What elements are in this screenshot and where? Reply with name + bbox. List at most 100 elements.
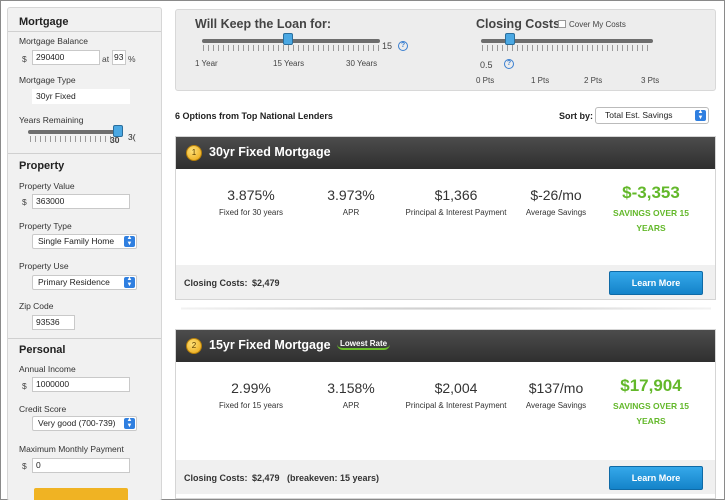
section-title-mortgage: Mortgage — [19, 16, 69, 28]
chevron-updown-icon: ▲ ▼ — [695, 109, 706, 121]
slider-ticks — [30, 136, 118, 142]
zip-code-label: Zip Code — [19, 301, 54, 311]
loan-percent-input[interactable]: 93 — [112, 50, 126, 65]
annual-income-label: Annual Income — [19, 364, 76, 374]
update-button[interactable] — [34, 488, 128, 500]
slider-ticks — [203, 45, 379, 51]
sort-label: Sort by: — [559, 111, 594, 121]
property-value-input[interactable]: 363000 — [32, 194, 130, 209]
years-remaining-input[interactable]: 3( — [128, 132, 136, 142]
closing-costs-slider-track[interactable] — [481, 39, 653, 43]
property-type-value: Single Family Home — [38, 236, 115, 246]
section-title-property: Property — [19, 160, 65, 172]
keep-loan-slider-handle[interactable] — [282, 33, 293, 45]
learn-more-button[interactable]: Learn More — [609, 466, 703, 490]
rank-badge-icon: 2 — [186, 338, 202, 354]
years-remaining-label: Years Remaining — [19, 115, 84, 125]
cover-costs-label: Cover My Costs — [569, 20, 626, 29]
interest-rate-label: Fixed for 15 years — [218, 401, 284, 410]
total-savings: $-3,353 — [622, 183, 680, 202]
property-type-select[interactable]: Single Family Home ▲ ▼ — [32, 234, 137, 249]
loan-card-header: 2 15yr Fixed Mortgage Lowest Rate — [176, 330, 715, 362]
apr-value: 3.973% — [327, 187, 375, 203]
interest-rate-label: Fixed for 30 years — [218, 208, 284, 217]
keep-loan-tick-30: 30 Years — [346, 59, 378, 68]
years-remaining-slider-track[interactable] — [28, 130, 118, 134]
monthly-payment-label: Principal & Interest Payment — [405, 208, 507, 217]
breakeven-note: (breakeven: 15 years) — [287, 473, 380, 483]
percent-symbol: % — [128, 54, 136, 64]
interest-rate: 3.875% — [227, 187, 275, 203]
credit-score-label: Credit Score — [19, 404, 67, 414]
credit-score-value: Very good (700-739) — [38, 418, 116, 428]
help-icon[interactable]: ? — [504, 59, 514, 69]
currency-prefix: $ — [22, 461, 27, 471]
closing-costs-label: Closing Costs: — [184, 278, 248, 288]
years-remaining-slider-handle[interactable] — [113, 125, 123, 137]
help-icon[interactable]: ? — [398, 41, 408, 51]
years-remaining-value: 30 — [110, 135, 120, 145]
closing-costs-amount: $2,479 — [252, 278, 280, 288]
closing-costs-slider-handle[interactable] — [504, 33, 515, 45]
section-title-personal: Personal — [19, 344, 66, 356]
divider — [8, 153, 161, 154]
monthly-payment: $2,004 — [434, 380, 478, 396]
apr-label: APR — [342, 401, 360, 410]
mortgage-balance-input[interactable]: 290400 — [32, 50, 100, 65]
loan-card: 2 15yr Fixed Mortgage Lowest Rate 2.99% … — [175, 329, 716, 499]
property-type-label: Property Type — [19, 221, 72, 231]
at-label: at — [102, 54, 110, 64]
mortgage-type-label: Mortgage Type — [19, 75, 76, 85]
divider — [181, 307, 711, 310]
loan-card: 1 30yr Fixed Mortgage 3.875% Fixed for 3… — [175, 136, 716, 300]
divider — [8, 338, 161, 339]
cover-costs-checkbox[interactable] — [558, 20, 566, 28]
loan-card-footer: Closing Costs: $2,479 (breakeven: 15 yea… — [176, 460, 715, 494]
keep-loan-tick-15: 15 Years — [273, 59, 305, 68]
property-value-label: Property Value — [19, 181, 75, 191]
currency-prefix: $ — [22, 54, 27, 64]
apr-value: 3.158% — [327, 380, 375, 396]
property-use-label: Property Use — [19, 261, 69, 271]
closing-tick-3: 3 Pts — [641, 76, 660, 85]
chevron-updown-icon: ▲ ▼ — [124, 276, 135, 288]
interest-rate: 2.99% — [231, 380, 271, 396]
property-use-select[interactable]: Primary Residence ▲ ▼ — [32, 275, 137, 290]
divider — [8, 31, 161, 32]
monthly-payment: $1,366 — [434, 187, 478, 203]
rank-badge-icon: 1 — [186, 145, 202, 161]
apr-label: APR — [342, 208, 360, 217]
max-payment-input[interactable]: 0 — [32, 458, 130, 473]
chevron-updown-icon: ▲ ▼ — [124, 235, 135, 247]
sort-value: Total Est. Savings — [605, 110, 673, 120]
mortgage-balance-label: Mortgage Balance — [19, 36, 88, 46]
sort-select[interactable]: Total Est. Savings ▲ ▼ — [595, 107, 709, 124]
closing-tick-0: 0 Pts — [476, 76, 495, 85]
total-savings-label: SAVINGS OVER 15 YEARS — [613, 401, 689, 426]
learn-more-button[interactable]: Learn More — [609, 271, 703, 295]
closing-tick-1: 1 Pts — [531, 76, 550, 85]
loan-title: 30yr Fixed Mortgage — [209, 145, 331, 159]
options-count: 6 Options from Top National Lenders — [175, 111, 333, 121]
annual-income-input[interactable]: 1000000 — [32, 377, 130, 392]
closing-costs-label: Closing Costs: — [184, 473, 248, 483]
loan-settings-bar: Will Keep the Loan for: 15 ? 1 Year 15 Y… — [175, 9, 716, 91]
loan-card-header: 1 30yr Fixed Mortgage — [176, 137, 715, 169]
average-savings: $-26/mo — [530, 187, 582, 203]
average-savings-label: Average Savings — [525, 208, 587, 217]
property-use-value: Primary Residence — [38, 277, 110, 287]
monthly-payment-label: Principal & Interest Payment — [405, 401, 507, 410]
currency-prefix: $ — [22, 381, 27, 391]
chevron-updown-icon: ▲ ▼ — [124, 417, 135, 429]
credit-score-select[interactable]: Very good (700-739) ▲ ▼ — [32, 416, 137, 431]
closing-costs-value: 0.5 — [480, 60, 493, 70]
loan-title: 15yr Fixed Mortgage — [209, 338, 331, 352]
average-savings-label: Average Savings — [525, 401, 587, 410]
average-savings: $137/mo — [528, 380, 584, 396]
total-savings: $17,904 — [620, 376, 682, 395]
zip-code-input[interactable]: 93536 — [32, 315, 75, 330]
lowest-rate-tag: Lowest Rate — [337, 339, 391, 350]
slider-ticks — [482, 45, 652, 51]
sidebar: Mortgage Mortgage Balance $ 290400 at 93… — [7, 7, 162, 500]
